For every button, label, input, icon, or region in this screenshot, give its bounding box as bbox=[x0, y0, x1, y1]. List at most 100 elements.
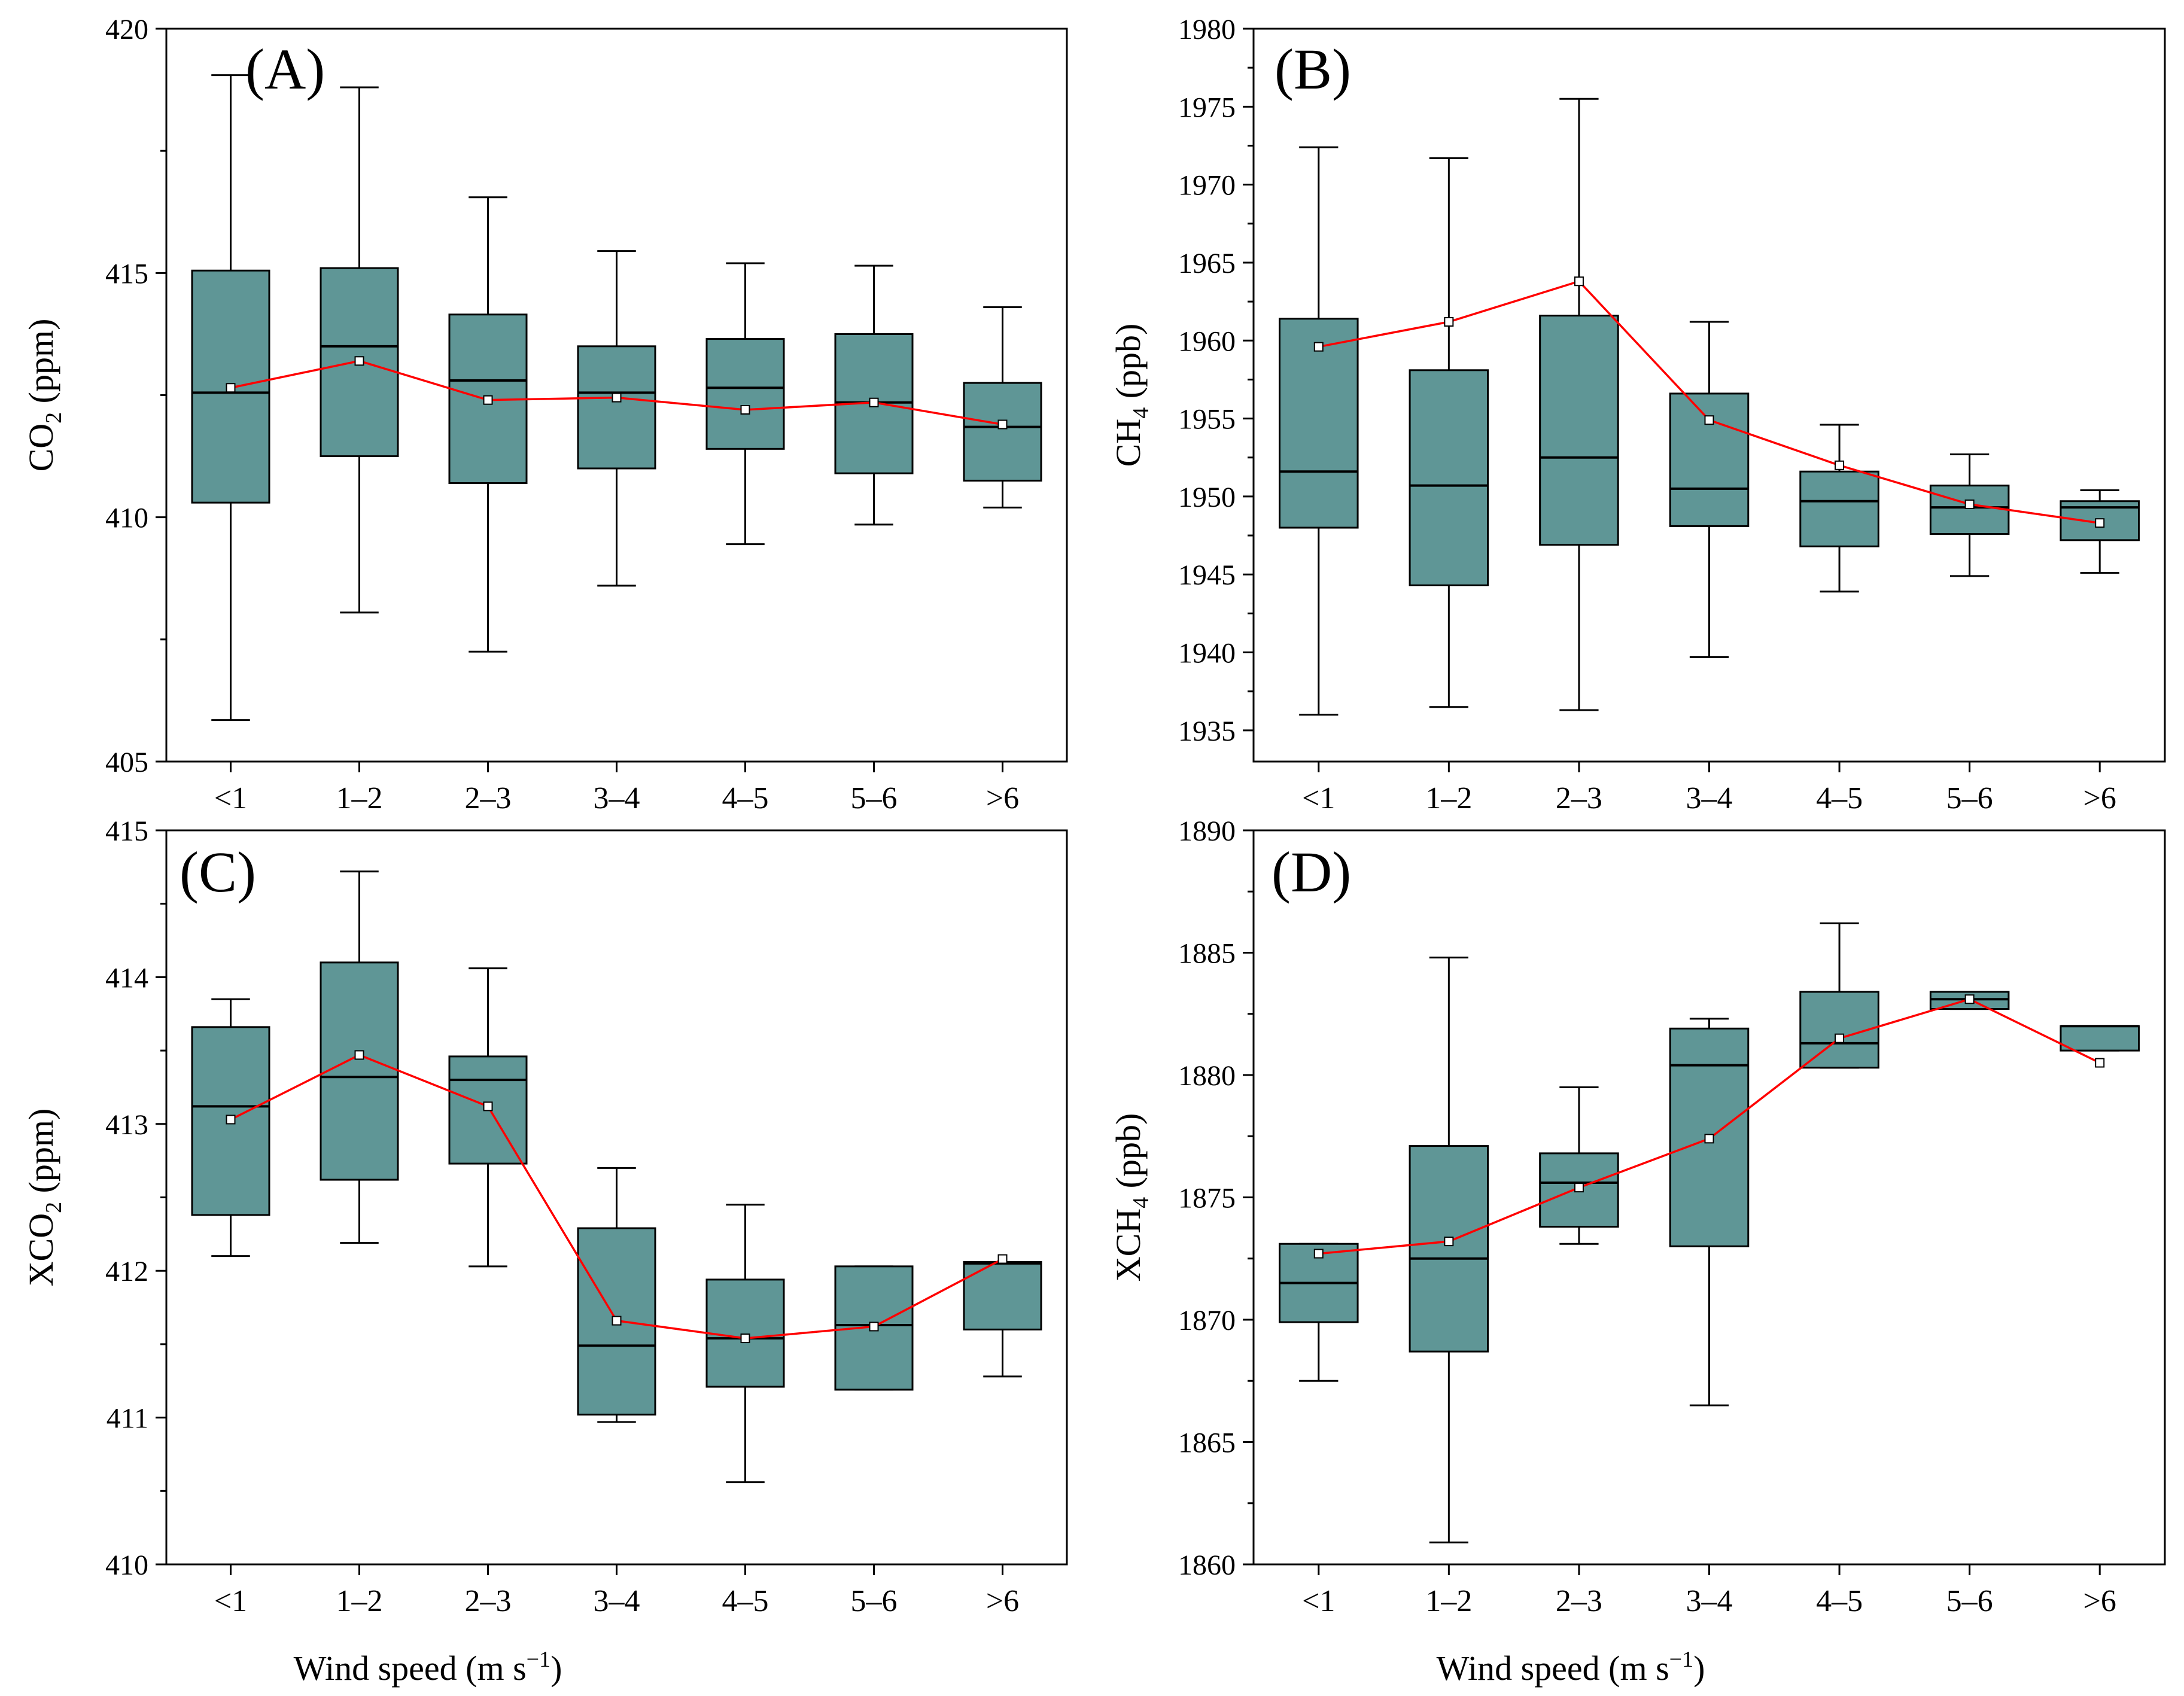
x-tick-label: 4–5 bbox=[722, 1584, 769, 1618]
mean-marker bbox=[1835, 460, 1845, 470]
mean-marker bbox=[1313, 342, 1324, 352]
mean-marker bbox=[612, 392, 622, 403]
x-tick-label: 5–6 bbox=[1946, 1584, 1993, 1618]
y-tick-label: 414 bbox=[105, 962, 148, 994]
box bbox=[963, 382, 1042, 482]
mean-marker bbox=[1444, 1237, 1454, 1247]
y-tick-label: 1960 bbox=[1178, 325, 1236, 357]
mean-marker bbox=[1444, 317, 1454, 327]
y-tick-label: 410 bbox=[105, 1549, 148, 1581]
box bbox=[1409, 1145, 1489, 1353]
panel-a: 405 410 415 420 <1 1–2 2–3 3–4 4–5 5–6 >6 (A) CO2 (p… bbox=[22, 14, 1068, 815]
y-tick-label: 1980 bbox=[1178, 14, 1236, 45]
panel-label: (C) bbox=[180, 840, 256, 904]
x-tick-label: 2–3 bbox=[1556, 1584, 1602, 1618]
mean-marker bbox=[1964, 994, 1975, 1004]
mean-marker bbox=[1704, 1134, 1714, 1144]
panel-label: (D) bbox=[1272, 840, 1351, 904]
mean-marker bbox=[1574, 1183, 1584, 1193]
mean-marker bbox=[226, 383, 236, 393]
mean-marker bbox=[2095, 1058, 2105, 1068]
y-tick-label: 412 bbox=[105, 1256, 148, 1287]
x-tick-label: 5–6 bbox=[1946, 781, 1993, 815]
y-axis-title: XCO2 (ppm) bbox=[22, 1109, 66, 1287]
x-tick-label: >6 bbox=[986, 1584, 1019, 1618]
box bbox=[320, 961, 399, 1181]
mean-marker bbox=[483, 395, 493, 405]
mean-marker bbox=[354, 356, 364, 366]
x-axis-title-right: Wind speed (m s−1) bbox=[1437, 1647, 1705, 1688]
mean-marker bbox=[1574, 276, 1584, 287]
mean-marker bbox=[612, 1316, 622, 1326]
y-tick-label: 1950 bbox=[1178, 482, 1236, 513]
mean-marker bbox=[740, 1333, 750, 1344]
x-tick-label: 3–4 bbox=[594, 1584, 640, 1618]
y-tick-label: 1870 bbox=[1178, 1305, 1236, 1336]
x-tick-label: 3–4 bbox=[1686, 781, 1733, 815]
y-tick-label: 1955 bbox=[1178, 404, 1236, 436]
y-tick-label: 1860 bbox=[1178, 1549, 1236, 1581]
box bbox=[1409, 369, 1489, 586]
x-tick-label: 2–3 bbox=[465, 781, 512, 815]
mean-marker bbox=[869, 397, 879, 407]
y-tick-label: 1975 bbox=[1178, 92, 1236, 123]
y-tick-label: 1940 bbox=[1178, 638, 1236, 669]
y-tick-label: 1965 bbox=[1178, 248, 1236, 279]
y-tick-label: 420 bbox=[105, 14, 148, 45]
x-tick-label: 3–4 bbox=[594, 781, 640, 815]
x-tick-label: 4–5 bbox=[1816, 1584, 1863, 1618]
mean-marker bbox=[483, 1101, 493, 1112]
box bbox=[705, 1278, 785, 1388]
y-tick-label: 1880 bbox=[1178, 1060, 1236, 1092]
y-tick-label: 1885 bbox=[1178, 938, 1236, 970]
x-tick-label: 2–3 bbox=[465, 1584, 512, 1618]
box bbox=[2060, 1025, 2140, 1052]
y-tick-label: 1865 bbox=[1178, 1427, 1236, 1459]
y-tick-label: 1945 bbox=[1178, 559, 1236, 591]
x-tick-label: >6 bbox=[2083, 781, 2116, 815]
x-tick-label: <1 bbox=[214, 781, 247, 815]
box bbox=[1539, 315, 1619, 546]
mean-marker bbox=[226, 1115, 236, 1125]
mean-marker bbox=[997, 1254, 1008, 1264]
x-tick-label: >6 bbox=[986, 781, 1019, 815]
y-tick-label: 410 bbox=[105, 503, 148, 534]
box bbox=[577, 345, 656, 470]
x-tick-label: <1 bbox=[1302, 1584, 1335, 1618]
mean-marker bbox=[997, 419, 1008, 430]
mean-marker bbox=[2095, 518, 2105, 528]
y-axis-title: XCH4 (ppb) bbox=[1109, 1113, 1154, 1282]
box bbox=[1799, 470, 1879, 547]
x-tick-label: >6 bbox=[2083, 1584, 2116, 1618]
y-tick-label: 1970 bbox=[1178, 170, 1236, 202]
y-tick-label: 405 bbox=[105, 747, 148, 778]
x-tick-label: 1–2 bbox=[336, 781, 383, 815]
panel-c: 410 411 412 413 414 415 <1 1–2 2–3 3–4 4–5 5–6 >6 (C)… bbox=[22, 815, 1068, 1618]
x-tick-label: <1 bbox=[214, 1584, 247, 1618]
x-tick-label: 1–2 bbox=[1425, 1584, 1472, 1618]
y-tick-label: 415 bbox=[105, 815, 148, 847]
x-tick-label: 1–2 bbox=[1425, 781, 1472, 815]
box bbox=[1669, 392, 1750, 527]
mean-marker bbox=[740, 405, 750, 415]
x-tick-label: 1–2 bbox=[336, 1584, 383, 1618]
y-tick-label: 415 bbox=[105, 258, 148, 290]
y-tick-label: 411 bbox=[107, 1403, 148, 1435]
box bbox=[705, 338, 785, 450]
y-tick-label: 1875 bbox=[1178, 1183, 1236, 1214]
mean-marker bbox=[869, 1322, 879, 1332]
panel-b: 1935 1940 1945 1950 1955 1960 1965 1970 1975 1980… bbox=[1109, 14, 2166, 815]
x-tick-label: 3–4 bbox=[1686, 1584, 1733, 1618]
mean-marker bbox=[1704, 415, 1714, 425]
panel-label: (A) bbox=[245, 37, 325, 101]
x-tick-label: 2–3 bbox=[1556, 781, 1602, 815]
x-tick-label: 5–6 bbox=[851, 1584, 898, 1618]
y-tick-label: 1890 bbox=[1178, 815, 1236, 847]
y-tick-label: 1935 bbox=[1178, 715, 1236, 747]
panel-label: (B) bbox=[1274, 37, 1351, 101]
box bbox=[1929, 485, 2010, 535]
x-tick-label: <1 bbox=[1302, 781, 1335, 815]
y-axis-title: CO2 (ppm) bbox=[22, 319, 66, 472]
mean-marker bbox=[1964, 499, 1975, 509]
